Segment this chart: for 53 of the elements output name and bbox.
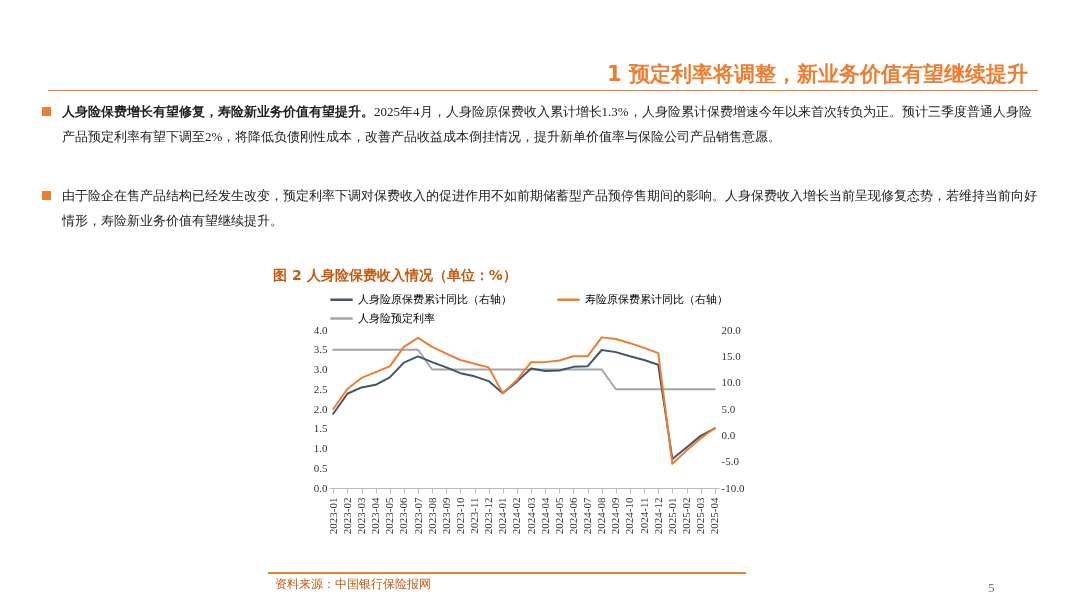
- x-tick-label: 2024-02: [510, 497, 523, 535]
- x-tick-label: 2023-12: [482, 497, 495, 535]
- y-tick-label: 2.0: [313, 402, 328, 415]
- text: 5: [988, 580, 995, 596]
- x-tick-label: 2025-01: [665, 497, 678, 535]
- y2-tick-label: 5.0: [721, 402, 736, 415]
- x-tick-label: 2023-07: [411, 497, 424, 535]
- x-tick-label: 2023-06: [397, 497, 410, 535]
- x-tick-label: 2023-09: [439, 497, 452, 535]
- x-tick-label: 2024-01: [496, 497, 509, 535]
- y-tick-label: 0.5: [313, 461, 328, 474]
- y2-tick-label: 20.0: [721, 323, 742, 336]
- x-tick-label: 2023-01: [326, 497, 339, 535]
- x-tick-label: 2025-02: [680, 497, 692, 535]
- x-tick-label: 2023-05: [383, 497, 396, 535]
- x-tick-label: 2025-03: [694, 497, 707, 535]
- y2-tick-label: 15.0: [721, 349, 742, 362]
- x-tick-label: 2025-04: [708, 497, 721, 535]
- y2-tick-label: 0.0: [721, 428, 736, 441]
- chart-title: 图 2 人身险保费收入情况（单位：%）: [273, 267, 517, 283]
- x-tick-label: 2023-08: [425, 497, 438, 535]
- text: 1 预定利率将调整，新业务价值有望继续提升: [607, 61, 1028, 88]
- x-tick-label: 2023-10: [453, 497, 466, 535]
- x-tick-label: 2023-04: [369, 497, 382, 535]
- x-tick-label: 2024-04: [538, 497, 551, 535]
- y-tick-label: 1.0: [313, 442, 328, 454]
- x-tick-label: 2024-12: [651, 497, 664, 535]
- text: 资料来源：中国银行保险报网: [275, 576, 431, 593]
- y-tick-label: 1.5: [313, 422, 328, 435]
- text: 由于险企在售产品结构已经发生改变，预定利率下调对保费收入的促进作用不如前期储蓄型产品预停售期间的影响。人身保费收入增长当前呈现修复态势，若维持当前向好情形，寿险新业务价值有望继续提升。: [62, 187, 1038, 230]
- y-tick-label: 3.0: [313, 363, 328, 375]
- legend-label: 人身险预定利率: [358, 311, 435, 324]
- x-tick-label: 2023-11: [468, 497, 481, 534]
- x-tick-label: 2023-02: [340, 497, 353, 535]
- x-tick-label: 2024-03: [524, 497, 537, 535]
- y-tick-label: 4.0: [313, 323, 328, 336]
- x-tick-label: 2024-07: [581, 497, 594, 535]
- legend-label: 人身险原保费累计同比（右轴）: [358, 292, 512, 305]
- y2-tick-label: -5.0: [721, 455, 740, 468]
- y2-tick-label: 10.0: [721, 376, 742, 389]
- x-tick-label: 2024-08: [595, 497, 608, 535]
- x-tick-label: 2024-10: [623, 497, 636, 535]
- x-tick-label: 2024-05: [552, 497, 565, 535]
- x-tick-label: 2024-09: [609, 497, 622, 535]
- y-tick-label: 0.0: [313, 481, 328, 494]
- legend-label: 寿险原保费累计同比（右轴）: [585, 292, 728, 305]
- y-tick-label: 3.5: [313, 343, 328, 356]
- text: 人身险保费增长有望修复，寿险新业务价值有望提升。2025年4月，人身险原保费收入累计增长1.3%，人身险累计保费增速今年以来首次转负为正。预计三季度普通人身险产品预定利率有望下调至2%，将降低负债刚性成本，改善产品收益成本倒挂情况，提升新单价值率与保险公司产品销售意愿。: [62, 103, 1033, 146]
- x-tick-label: 2024-11: [637, 497, 650, 534]
- y-tick-label: 2.5: [313, 382, 328, 395]
- x-tick-label: 2023-03: [355, 497, 367, 535]
- y2-tick-label: -10.0: [721, 481, 745, 494]
- x-tick-label: 2024-06: [566, 497, 579, 535]
